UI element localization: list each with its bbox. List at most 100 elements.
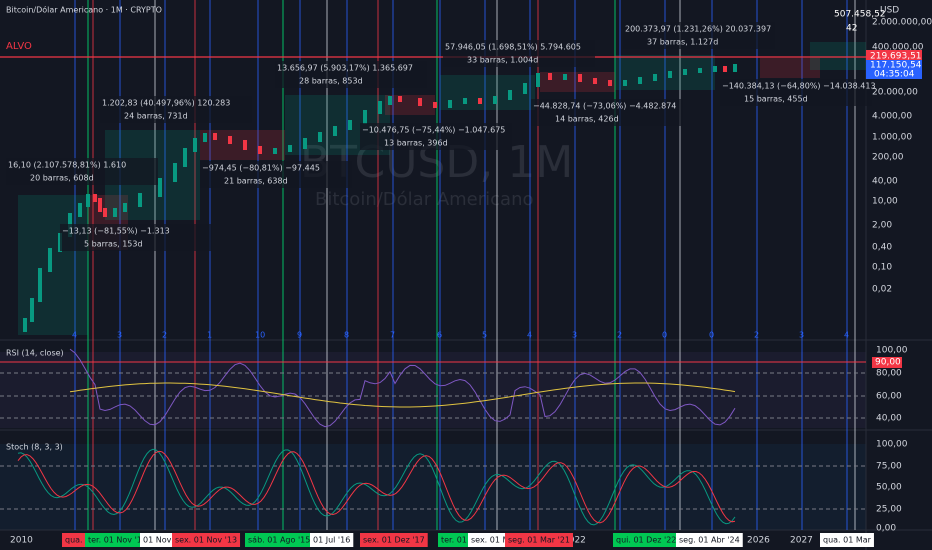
measure-bars: 20 barras, 608d bbox=[30, 174, 94, 183]
candle bbox=[258, 146, 262, 154]
cycle-number: 4 bbox=[72, 331, 77, 340]
measure-label-box bbox=[60, 224, 212, 251]
date-tag-box bbox=[676, 533, 743, 547]
year-label: 2022 bbox=[563, 536, 586, 546]
measure-value: −974,45 (−80,81%) −97.445 bbox=[202, 164, 320, 173]
measure-value: −13,13 (−81,55%) −1.313 bbox=[62, 227, 170, 236]
price-tick-label: 4.000,00 bbox=[872, 112, 912, 122]
measure-value: −44.828,74 (−73,06%) −4.482.874 bbox=[533, 102, 676, 111]
rsi-overbought-box bbox=[872, 357, 902, 368]
date-tag: qui. 01 Dez '22 bbox=[616, 536, 676, 545]
candle bbox=[418, 98, 422, 106]
cycle-number: 10 bbox=[255, 331, 265, 340]
candle bbox=[463, 98, 467, 104]
measure-bars: 21 barras, 638d bbox=[224, 177, 288, 186]
candle bbox=[713, 66, 717, 72]
price-tick-label: 2.000.000,00 bbox=[872, 18, 932, 28]
candle bbox=[38, 268, 42, 302]
candle bbox=[193, 138, 197, 152]
candle bbox=[203, 133, 207, 142]
measure-label-box bbox=[100, 96, 252, 123]
candle bbox=[698, 68, 702, 73]
candle bbox=[23, 318, 27, 332]
date-tag: sex. 01 Dez '17 bbox=[363, 536, 425, 545]
rsi-overbought-label: 90,00 bbox=[875, 358, 901, 368]
date-tag-box bbox=[468, 533, 518, 547]
cycle-number: 2 bbox=[754, 331, 759, 340]
candle bbox=[723, 66, 727, 72]
candle bbox=[388, 96, 392, 105]
stoch-tick-label: 50,00 bbox=[876, 483, 902, 493]
candle bbox=[78, 203, 82, 217]
candle bbox=[563, 74, 567, 80]
cycle-number: 5 bbox=[482, 331, 487, 340]
candle bbox=[243, 140, 247, 150]
candle bbox=[733, 64, 737, 72]
date-tag-box bbox=[310, 533, 354, 547]
measure-value: 13.656,97 (5.903,17%) 1.365.697 bbox=[277, 64, 413, 73]
rsi-tick-label: 80,00 bbox=[876, 369, 902, 379]
date-tag: seg. 01 Mar '21 bbox=[508, 536, 570, 545]
candle bbox=[448, 100, 452, 108]
measure-label-box bbox=[200, 161, 352, 188]
measure-zone bbox=[760, 58, 820, 78]
date-tag: sex. 01 Nov '13 bbox=[175, 536, 237, 545]
measure-bars: 37 barras, 1.127d bbox=[647, 38, 718, 47]
candle bbox=[158, 178, 162, 197]
cycle-number: 3 bbox=[117, 331, 122, 340]
candle bbox=[318, 132, 322, 142]
measure-label-box bbox=[275, 61, 427, 88]
date-tag: 01 Nov bbox=[143, 536, 172, 545]
rsi-line bbox=[69, 348, 736, 428]
year-label: 2026 bbox=[747, 536, 770, 546]
measure-label-box bbox=[623, 22, 775, 49]
date-tag-box bbox=[140, 533, 175, 547]
measure-bars: 14 barras, 426d bbox=[555, 115, 619, 124]
candle bbox=[288, 145, 292, 152]
measure-zone bbox=[540, 72, 615, 92]
top-value: 507.458,52 bbox=[834, 10, 886, 20]
candle bbox=[523, 83, 527, 94]
price-tick-label: 400.000,00 bbox=[872, 43, 924, 53]
measure-label-box bbox=[6, 158, 158, 185]
date-tag-box bbox=[820, 533, 874, 547]
candle bbox=[638, 77, 642, 84]
candle bbox=[683, 69, 687, 75]
cycle-number: 2 bbox=[617, 331, 622, 340]
candle bbox=[548, 73, 552, 80]
candle bbox=[608, 80, 612, 86]
date-tag-box bbox=[245, 533, 314, 547]
candle bbox=[123, 203, 127, 212]
cycle-number: 4 bbox=[527, 331, 532, 340]
measure-zone bbox=[200, 130, 285, 160]
candle bbox=[228, 136, 232, 144]
measure-zone bbox=[18, 195, 88, 335]
cycle-number: 3 bbox=[799, 331, 804, 340]
price-tick-label: 2,00 bbox=[872, 221, 892, 231]
candle bbox=[93, 194, 97, 202]
stoch-title: Stoch (8, 3, 3) bbox=[6, 443, 63, 452]
rsi-title: RSI (14, close) bbox=[6, 349, 64, 358]
candle bbox=[138, 193, 142, 207]
measure-label-box bbox=[443, 40, 595, 67]
rsi-ma bbox=[69, 382, 736, 408]
date-tag: ter. 01 Nov '11 bbox=[88, 536, 147, 545]
stoch-k bbox=[17, 448, 736, 526]
measure-bars: 33 barras, 1.004d bbox=[467, 56, 538, 65]
measure-bars: 24 barras, 731d bbox=[124, 112, 188, 121]
date-tag: 01 Jul '16 bbox=[313, 536, 350, 545]
stoch-band bbox=[0, 444, 866, 530]
candle bbox=[508, 90, 512, 100]
top-count: 42 bbox=[846, 24, 857, 34]
date-tag-box bbox=[360, 533, 428, 547]
price-tick-label: 1.000,00 bbox=[872, 133, 912, 143]
cycle-number: 6 bbox=[437, 331, 442, 340]
target-price-box bbox=[866, 50, 922, 61]
measure-bars: 15 barras, 455d bbox=[744, 95, 808, 104]
measure-bars: 13 barras, 396d bbox=[384, 139, 448, 148]
cycle-number: 3 bbox=[572, 331, 577, 340]
measure-bars: 28 barras, 853d bbox=[299, 77, 363, 86]
countdown: 04:35:04 bbox=[874, 70, 915, 80]
candle bbox=[578, 74, 582, 82]
candle bbox=[478, 98, 482, 104]
